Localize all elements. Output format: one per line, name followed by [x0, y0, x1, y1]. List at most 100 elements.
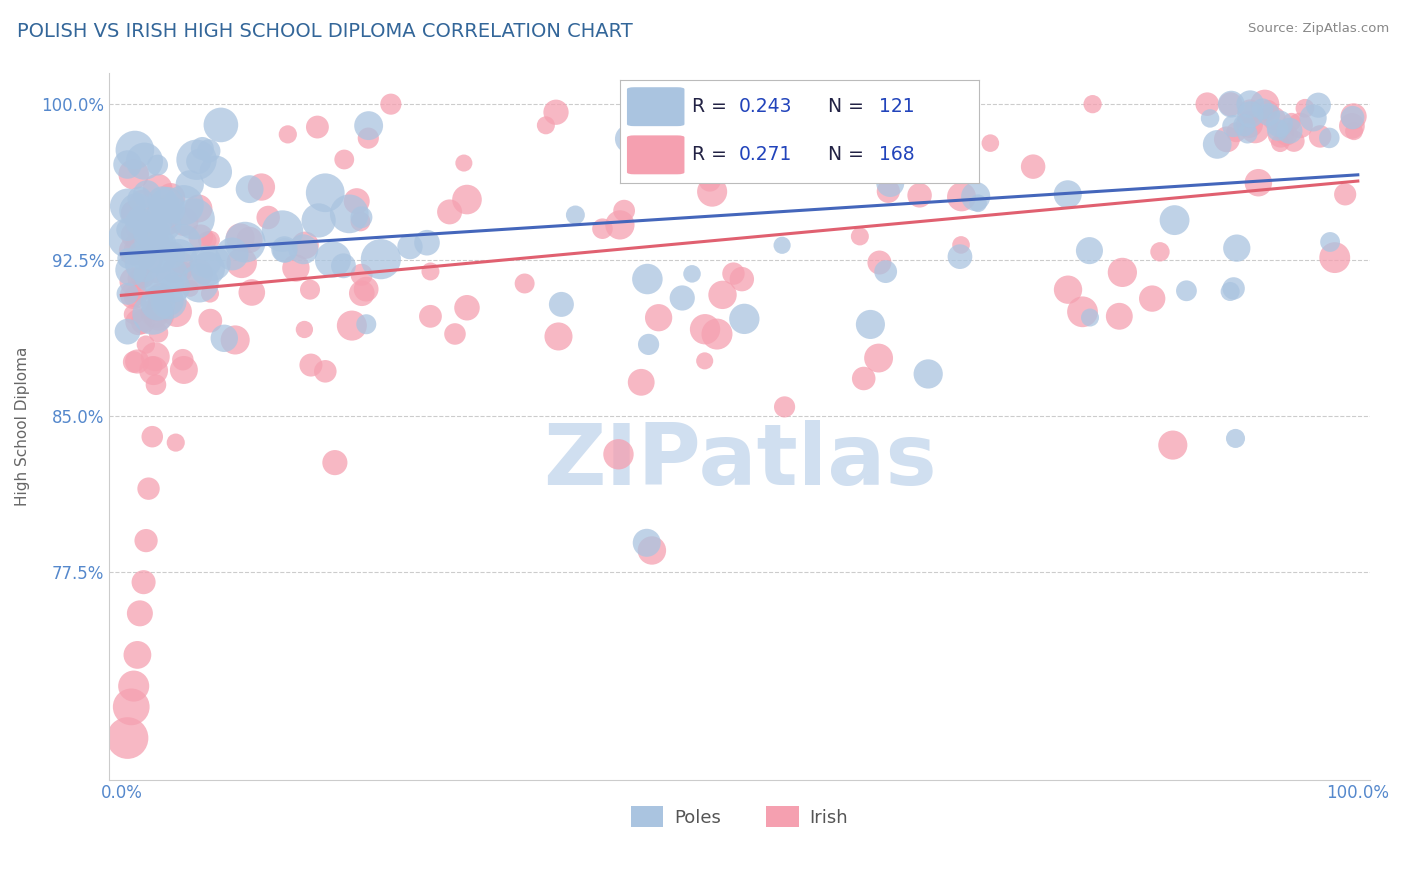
Point — [148, 308, 170, 322]
Point — [134, 154, 156, 169]
Point — [979, 136, 1001, 150]
Point — [1057, 283, 1080, 297]
Point — [917, 367, 939, 381]
Point — [307, 120, 329, 134]
Point — [444, 326, 467, 341]
Point — [1225, 432, 1247, 446]
Point — [131, 196, 153, 211]
Point — [346, 194, 368, 209]
Point — [949, 250, 972, 264]
Point — [173, 363, 195, 377]
Point — [1247, 176, 1270, 190]
Point — [229, 231, 252, 245]
Point — [852, 371, 875, 385]
Point — [122, 290, 145, 304]
Point — [129, 270, 152, 285]
Point — [142, 307, 165, 321]
Point — [146, 158, 169, 172]
Point — [148, 326, 170, 340]
Point — [150, 194, 173, 208]
Point — [1220, 97, 1243, 112]
Point — [231, 256, 253, 270]
Point — [142, 227, 165, 241]
Point — [165, 435, 187, 450]
Point — [277, 128, 299, 142]
Point — [1078, 244, 1101, 258]
Point — [550, 297, 572, 311]
Point — [456, 301, 478, 315]
Point — [292, 322, 315, 336]
Point — [859, 318, 882, 332]
Point — [1111, 265, 1133, 279]
Point — [1222, 119, 1244, 133]
Point — [1294, 101, 1316, 115]
Point — [950, 238, 973, 252]
Point — [142, 359, 165, 373]
Point — [647, 310, 669, 325]
Point — [607, 447, 630, 461]
Point — [356, 317, 378, 331]
Point — [143, 350, 166, 364]
Point — [337, 207, 360, 221]
Point — [136, 187, 159, 202]
Point — [239, 182, 262, 196]
Point — [1309, 129, 1331, 144]
Point — [706, 327, 728, 342]
Point — [419, 310, 441, 324]
Point — [120, 699, 142, 714]
Point — [165, 280, 187, 294]
Point — [298, 283, 321, 297]
Point — [1236, 127, 1258, 141]
Point — [350, 268, 373, 282]
Point — [160, 248, 183, 262]
Text: Source: ZipAtlas.com: Source: ZipAtlas.com — [1249, 22, 1389, 36]
Point — [145, 377, 167, 392]
Point — [308, 213, 330, 227]
Point — [163, 278, 186, 293]
Point — [122, 227, 145, 242]
Point — [117, 286, 139, 301]
Point — [1149, 244, 1171, 259]
Point — [132, 575, 155, 590]
Point — [149, 237, 172, 252]
Point — [1268, 117, 1291, 131]
Point — [127, 271, 149, 285]
Point — [349, 214, 371, 228]
Point — [153, 218, 176, 232]
Point — [141, 267, 163, 281]
Point — [1302, 111, 1324, 125]
Point — [155, 236, 177, 251]
Point — [139, 253, 162, 268]
Point — [187, 202, 209, 216]
Point — [1239, 107, 1261, 121]
Point — [190, 229, 212, 244]
Point — [879, 176, 901, 190]
Point — [645, 109, 668, 123]
Point — [127, 215, 149, 229]
Point — [122, 307, 145, 321]
Point — [238, 233, 260, 247]
Point — [1289, 119, 1312, 133]
Point — [170, 264, 193, 278]
Point — [162, 264, 184, 278]
Point — [730, 142, 752, 156]
Point — [700, 185, 723, 199]
Point — [129, 236, 152, 251]
Point — [179, 281, 201, 295]
Point — [149, 290, 172, 304]
Text: POLISH VS IRISH HIGH SCHOOL DIPLOMA CORRELATION CHART: POLISH VS IRISH HIGH SCHOOL DIPLOMA CORR… — [17, 22, 633, 41]
Point — [124, 242, 146, 256]
Point — [1081, 97, 1104, 112]
Point — [132, 230, 155, 244]
Point — [1225, 125, 1247, 139]
Point — [132, 257, 155, 271]
Point — [965, 189, 987, 203]
Point — [1056, 187, 1078, 202]
Point — [128, 214, 150, 228]
Point — [200, 314, 222, 328]
Point — [134, 271, 156, 285]
Point — [204, 165, 226, 179]
Point — [1071, 305, 1094, 319]
Point — [877, 184, 900, 198]
Point — [127, 315, 149, 329]
